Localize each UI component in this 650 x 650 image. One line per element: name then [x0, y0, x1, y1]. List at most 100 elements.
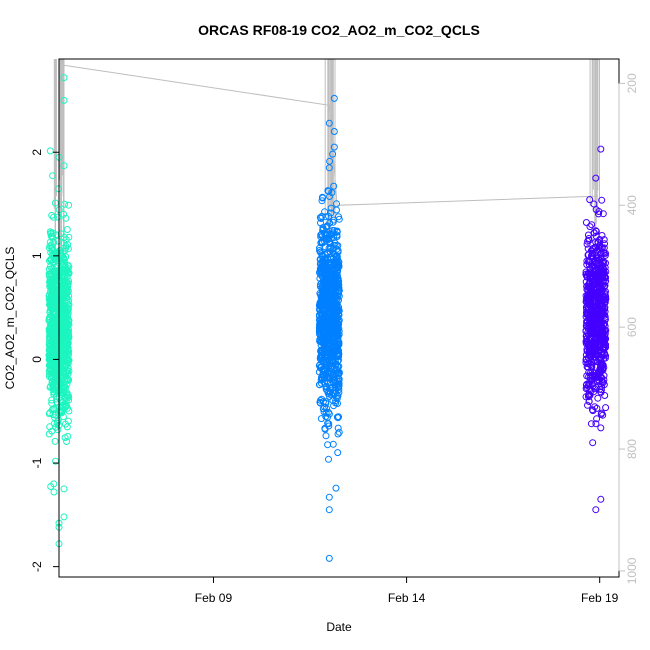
data-point [62, 244, 70, 252]
data-point [49, 172, 57, 180]
data-point [322, 269, 330, 277]
data-point [591, 369, 599, 377]
data-point [598, 196, 606, 204]
data-point [57, 249, 64, 257]
data-point [598, 335, 606, 343]
data-point [318, 197, 326, 205]
data-point [48, 293, 56, 301]
data-point [587, 420, 595, 428]
data-point [327, 353, 335, 361]
data-point [588, 352, 596, 360]
data-point [322, 332, 330, 340]
data-point [51, 308, 59, 316]
data-point [594, 277, 602, 285]
data-point [322, 409, 330, 417]
data-point [317, 396, 324, 404]
data-point [595, 208, 603, 215]
data-point [325, 237, 333, 245]
data-point [322, 432, 330, 440]
data-point [330, 216, 338, 224]
data-point [319, 224, 327, 232]
data-point [326, 392, 333, 400]
data-point [594, 274, 602, 282]
data-point [334, 292, 342, 300]
data-point [593, 404, 601, 412]
data-point [335, 380, 343, 388]
data-point [60, 96, 68, 104]
data-point [64, 352, 72, 359]
data-point [47, 241, 55, 249]
data-point [596, 343, 604, 351]
data-point [330, 322, 337, 330]
data-point [595, 283, 603, 291]
data-point [61, 362, 69, 370]
data-point [595, 210, 602, 218]
data-point [586, 302, 594, 309]
data-point [46, 147, 54, 155]
y-tick-label: 1 [30, 252, 44, 259]
y2-tick-label: 1000 [625, 557, 639, 584]
data-point [60, 74, 68, 82]
data-point [590, 229, 598, 237]
data-point [49, 381, 57, 388]
data-point [63, 438, 71, 445]
data-point [322, 358, 330, 366]
data-point [583, 306, 591, 314]
data-point [46, 409, 54, 417]
data-point [332, 484, 340, 492]
data-point [63, 289, 71, 297]
data-point [588, 363, 596, 371]
data-point [590, 340, 598, 348]
data-point [592, 174, 600, 182]
data-point [593, 358, 601, 366]
data-point [590, 200, 598, 208]
data-point [326, 193, 333, 200]
data-point [56, 269, 64, 276]
data-point [319, 296, 326, 304]
data-point [582, 303, 590, 311]
data-point [590, 268, 598, 276]
data-point [321, 379, 329, 387]
data-point [57, 230, 65, 238]
data-point [332, 276, 340, 284]
data-point [331, 284, 339, 292]
data-point [60, 513, 68, 521]
data-point [50, 488, 58, 496]
data-point [330, 402, 338, 410]
chart-title: ORCAS RF08-19 CO2_AO2_m_CO2_QCLS [198, 22, 480, 38]
data-point [598, 351, 606, 358]
data-point [600, 339, 608, 346]
data-point [326, 259, 333, 267]
data-point [329, 440, 337, 448]
x-axis-label: Date [326, 620, 352, 634]
data-point [588, 406, 596, 414]
data-point [325, 506, 333, 514]
data-point [319, 264, 327, 272]
data-point [589, 320, 597, 328]
data-point [598, 232, 606, 239]
data-point [334, 392, 342, 400]
data-point [586, 386, 594, 394]
y2-tick-label: 400 [625, 195, 639, 215]
data-point [335, 375, 343, 383]
data-point [583, 240, 591, 248]
data-point [64, 355, 72, 363]
axes: -2 -1 0 1 2 200 400 600 800 1000 Feb 09 Feb 14 Feb 1… [30, 58, 639, 605]
data-point [583, 347, 591, 355]
data-point [315, 302, 323, 310]
data-point [596, 331, 604, 339]
data-point [325, 212, 333, 220]
data-point [321, 425, 329, 433]
y2-tick-label: 600 [625, 317, 639, 337]
data-point [331, 313, 339, 321]
data-point [316, 269, 323, 277]
data-point [330, 255, 337, 263]
data-point [50, 213, 57, 221]
data-point [597, 265, 605, 273]
data-point [60, 210, 68, 218]
data-point [62, 265, 70, 273]
data-point [583, 273, 591, 280]
data-point [329, 150, 337, 158]
data-point [592, 338, 599, 346]
data-point [60, 323, 68, 331]
